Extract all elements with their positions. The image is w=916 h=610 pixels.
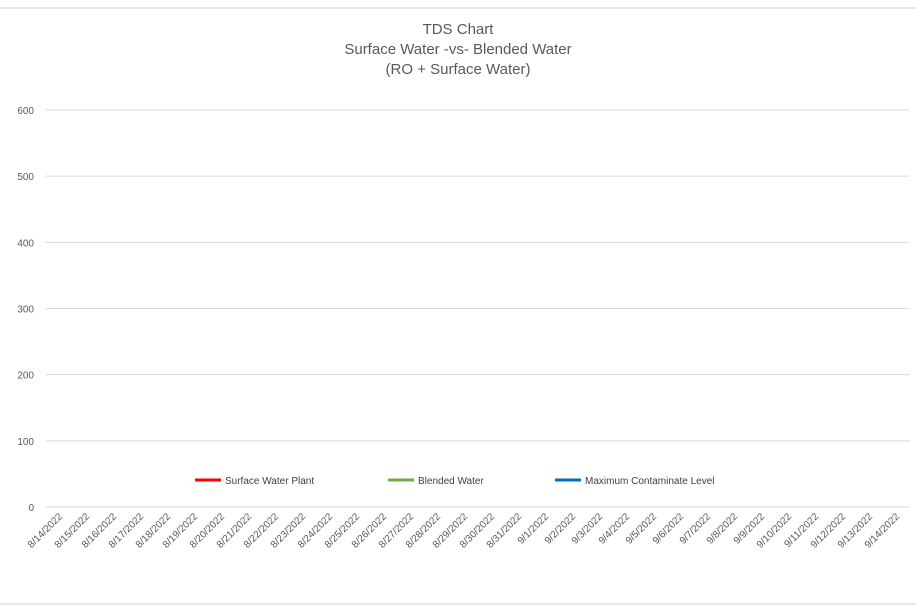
y-tick-label: 100 (17, 437, 34, 448)
legend-label: Surface Water Plant (225, 476, 314, 487)
y-tick-label: 400 (17, 238, 34, 249)
chart-title: TDS Chart (423, 21, 495, 38)
y-tick-label: 200 (17, 371, 34, 382)
y-tick-label: 500 (17, 172, 34, 183)
y-tick-label: 300 (17, 305, 34, 316)
legend-label: Maximum Contaminate Level (585, 476, 715, 487)
y-tick-label: 600 (17, 106, 34, 117)
legend-label: Blended Water (418, 476, 484, 487)
chart-title: Surface Water -vs- Blended Water (344, 41, 571, 58)
y-tick-label: 0 (28, 503, 34, 514)
chart-title: (RO + Surface Water) (386, 61, 531, 78)
